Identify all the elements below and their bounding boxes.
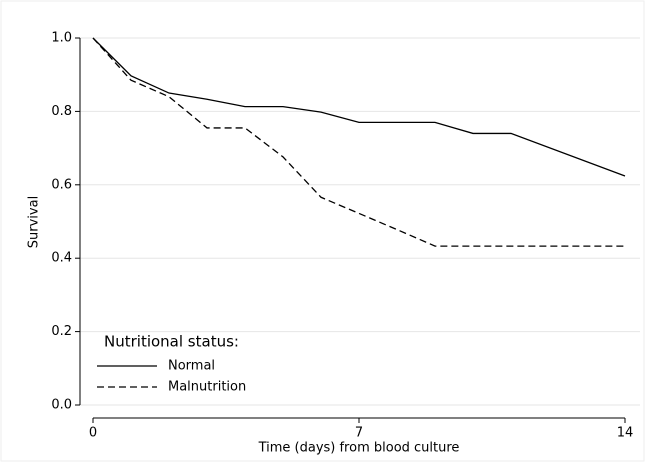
legend-title: Nutritional status:	[104, 333, 239, 351]
survival-line	[92, 37, 626, 177]
y-tick-label: 0.4	[51, 251, 72, 266]
survival-line	[92, 37, 625, 247]
legend-label: Malnutrition	[168, 380, 246, 395]
x-axis-label: Time (days) from blood culture	[258, 441, 460, 456]
y-tick-label: 0.8	[51, 104, 72, 119]
y-axis-label: Survival	[27, 196, 42, 248]
x-tick-label: 14	[617, 426, 634, 441]
y-tick-label: 1.0	[51, 31, 72, 46]
x-tick-label: 0	[89, 426, 97, 441]
legend-label: Normal	[168, 359, 215, 374]
y-tick-label: 0.0	[51, 398, 72, 413]
y-tick-label: 0.2	[51, 324, 72, 339]
x-tick-label: 7	[355, 426, 363, 441]
y-tick-label: 0.6	[51, 177, 72, 192]
